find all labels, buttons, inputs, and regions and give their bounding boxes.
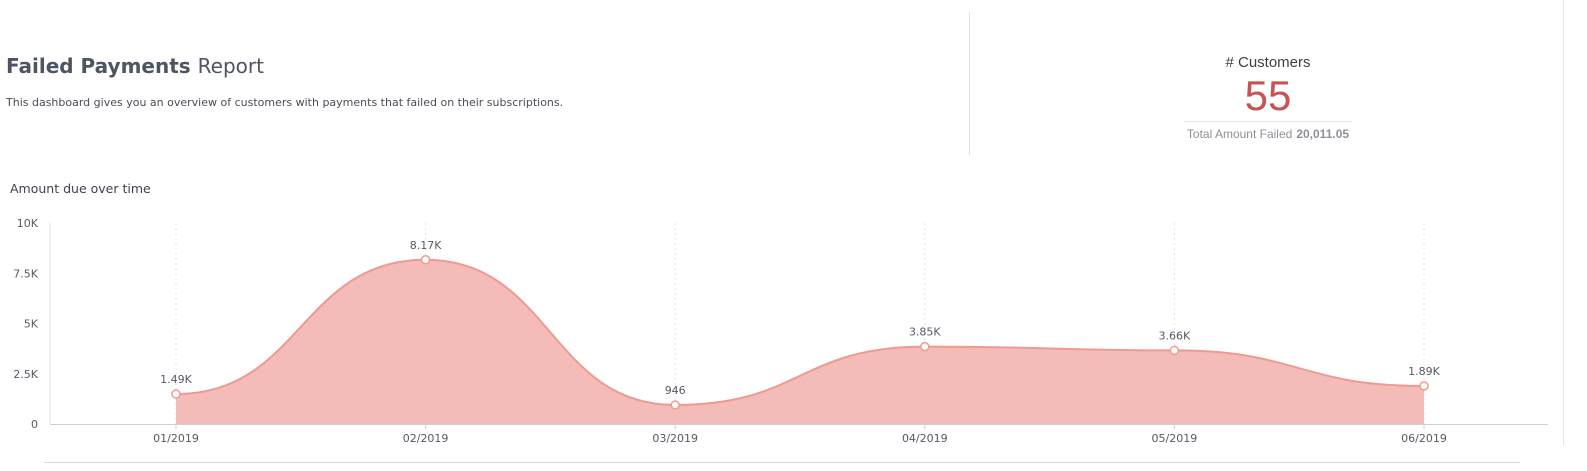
header-divider [969,12,970,155]
page-description: This dashboard gives you an overview of … [6,96,564,109]
data-point [420,255,431,265]
page-title-light: Report [197,54,264,78]
data-label: 8.17K [410,239,442,252]
series-area [176,259,1424,424]
y-tick-label: 5K [24,318,39,331]
total-failed-label: Total Amount Failed [1186,127,1293,141]
data-point [920,341,930,352]
data-point [670,400,680,410]
y-tick-label: 2.5K [13,368,38,381]
chart-title: Amount due over time [10,181,151,196]
data-label: 3.66K [1159,329,1191,342]
bottom-divider [44,462,1520,463]
y-tick-label: 10K [17,217,39,230]
x-tick-label: 04/2019 [902,432,948,445]
report-header: Failed Payments Report This dashboard gi… [6,52,946,109]
x-tick-label: 01/2019 [153,432,199,445]
x-tick-label: 03/2019 [652,432,698,445]
data-label: 946 [665,384,686,397]
y-tick-label: 0 [31,418,38,431]
kpi-label: # Customers [1225,54,1311,71]
kpi-subtext: Total Amount Failed 20,011.05 [1180,127,1356,141]
data-point [171,389,181,399]
kpi-value: 55 [1244,72,1292,119]
y-tick-label: 7.5K [13,267,38,280]
x-tick-label: 02/2019 [403,432,449,445]
total-failed-value: 20,011.05 [1296,127,1350,141]
page-title-bold: Failed Payments [6,54,191,78]
data-point [1169,345,1180,356]
customers-kpi: # Customers 55 Total Amount Failed 20,011… [1180,54,1356,141]
x-tick-label: 05/2019 [1152,432,1198,445]
x-tick-label: 06/2019 [1401,432,1447,445]
series-line [175,258,1425,406]
panel-edge [1563,0,1564,445]
data-label: 1.49K [160,373,192,386]
data-point [1419,381,1429,391]
data-label: 3.85K [909,326,941,339]
data-label: 1.89K [1408,365,1440,378]
page-title: Failed Payments Report [6,52,946,80]
kpi-divider [1184,121,1352,122]
